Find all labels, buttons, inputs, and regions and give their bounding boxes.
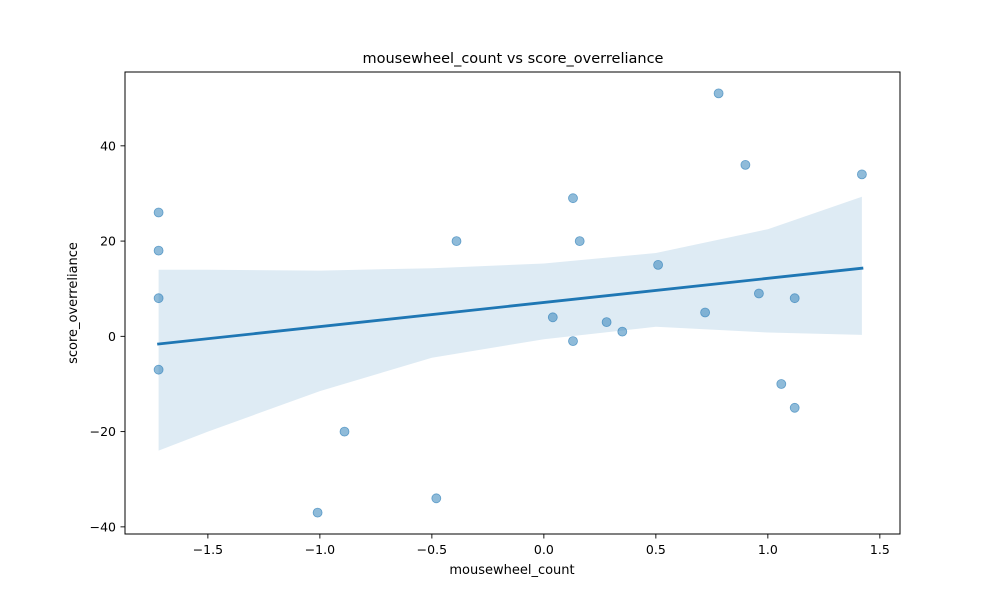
data-point [857, 169, 867, 180]
data-point [153, 245, 164, 256]
y-axis-label: score_overreliance [66, 242, 81, 364]
data-point [617, 326, 628, 337]
y-tick-label: 40 [100, 138, 116, 153]
data-point [789, 402, 800, 413]
x-tick-label: 1.5 [870, 542, 890, 557]
x-tick-label: 1.0 [758, 542, 778, 557]
y-tick-label: 20 [100, 234, 116, 249]
data-point [431, 493, 442, 504]
data-point [789, 293, 800, 304]
y-axis: −40 −20 0 20 40 [90, 138, 125, 534]
x-tick-label: −1.0 [305, 542, 335, 557]
data-point [776, 379, 787, 389]
x-tick-label: −1.5 [193, 542, 223, 557]
x-tick-label: −0.5 [417, 542, 447, 557]
data-point [754, 288, 764, 299]
x-tick-label: 0.5 [646, 542, 666, 557]
data-point [153, 293, 164, 304]
x-axis-label: mousewheel_count [449, 563, 574, 578]
regression-line [157, 266, 864, 346]
data-point [601, 317, 612, 328]
x-tick-label: 0.0 [534, 542, 554, 557]
y-tick-label: 0 [108, 329, 116, 344]
data-point [653, 259, 663, 270]
x-axis: −1.5 −1.0 −0.5 0.0 0.5 1.0 1.5 [193, 534, 890, 557]
data-point [153, 364, 164, 375]
plot-frame [124, 71, 901, 535]
data-point [312, 507, 323, 518]
y-tick-label: −20 [90, 424, 116, 439]
data-point [713, 88, 724, 99]
data-point [451, 236, 462, 247]
data-point [700, 307, 710, 318]
data-point [568, 336, 578, 347]
chart-title: mousewheel_count vs score_overreliance [363, 51, 664, 67]
plot-layer [153, 88, 867, 518]
data-point [547, 312, 558, 323]
data-point [574, 236, 585, 247]
data-point [740, 159, 751, 170]
confidence-band [158, 196, 862, 451]
data-point [568, 193, 578, 204]
y-tick-label: −40 [90, 519, 116, 534]
data-point [153, 207, 164, 218]
data-point [339, 426, 350, 437]
